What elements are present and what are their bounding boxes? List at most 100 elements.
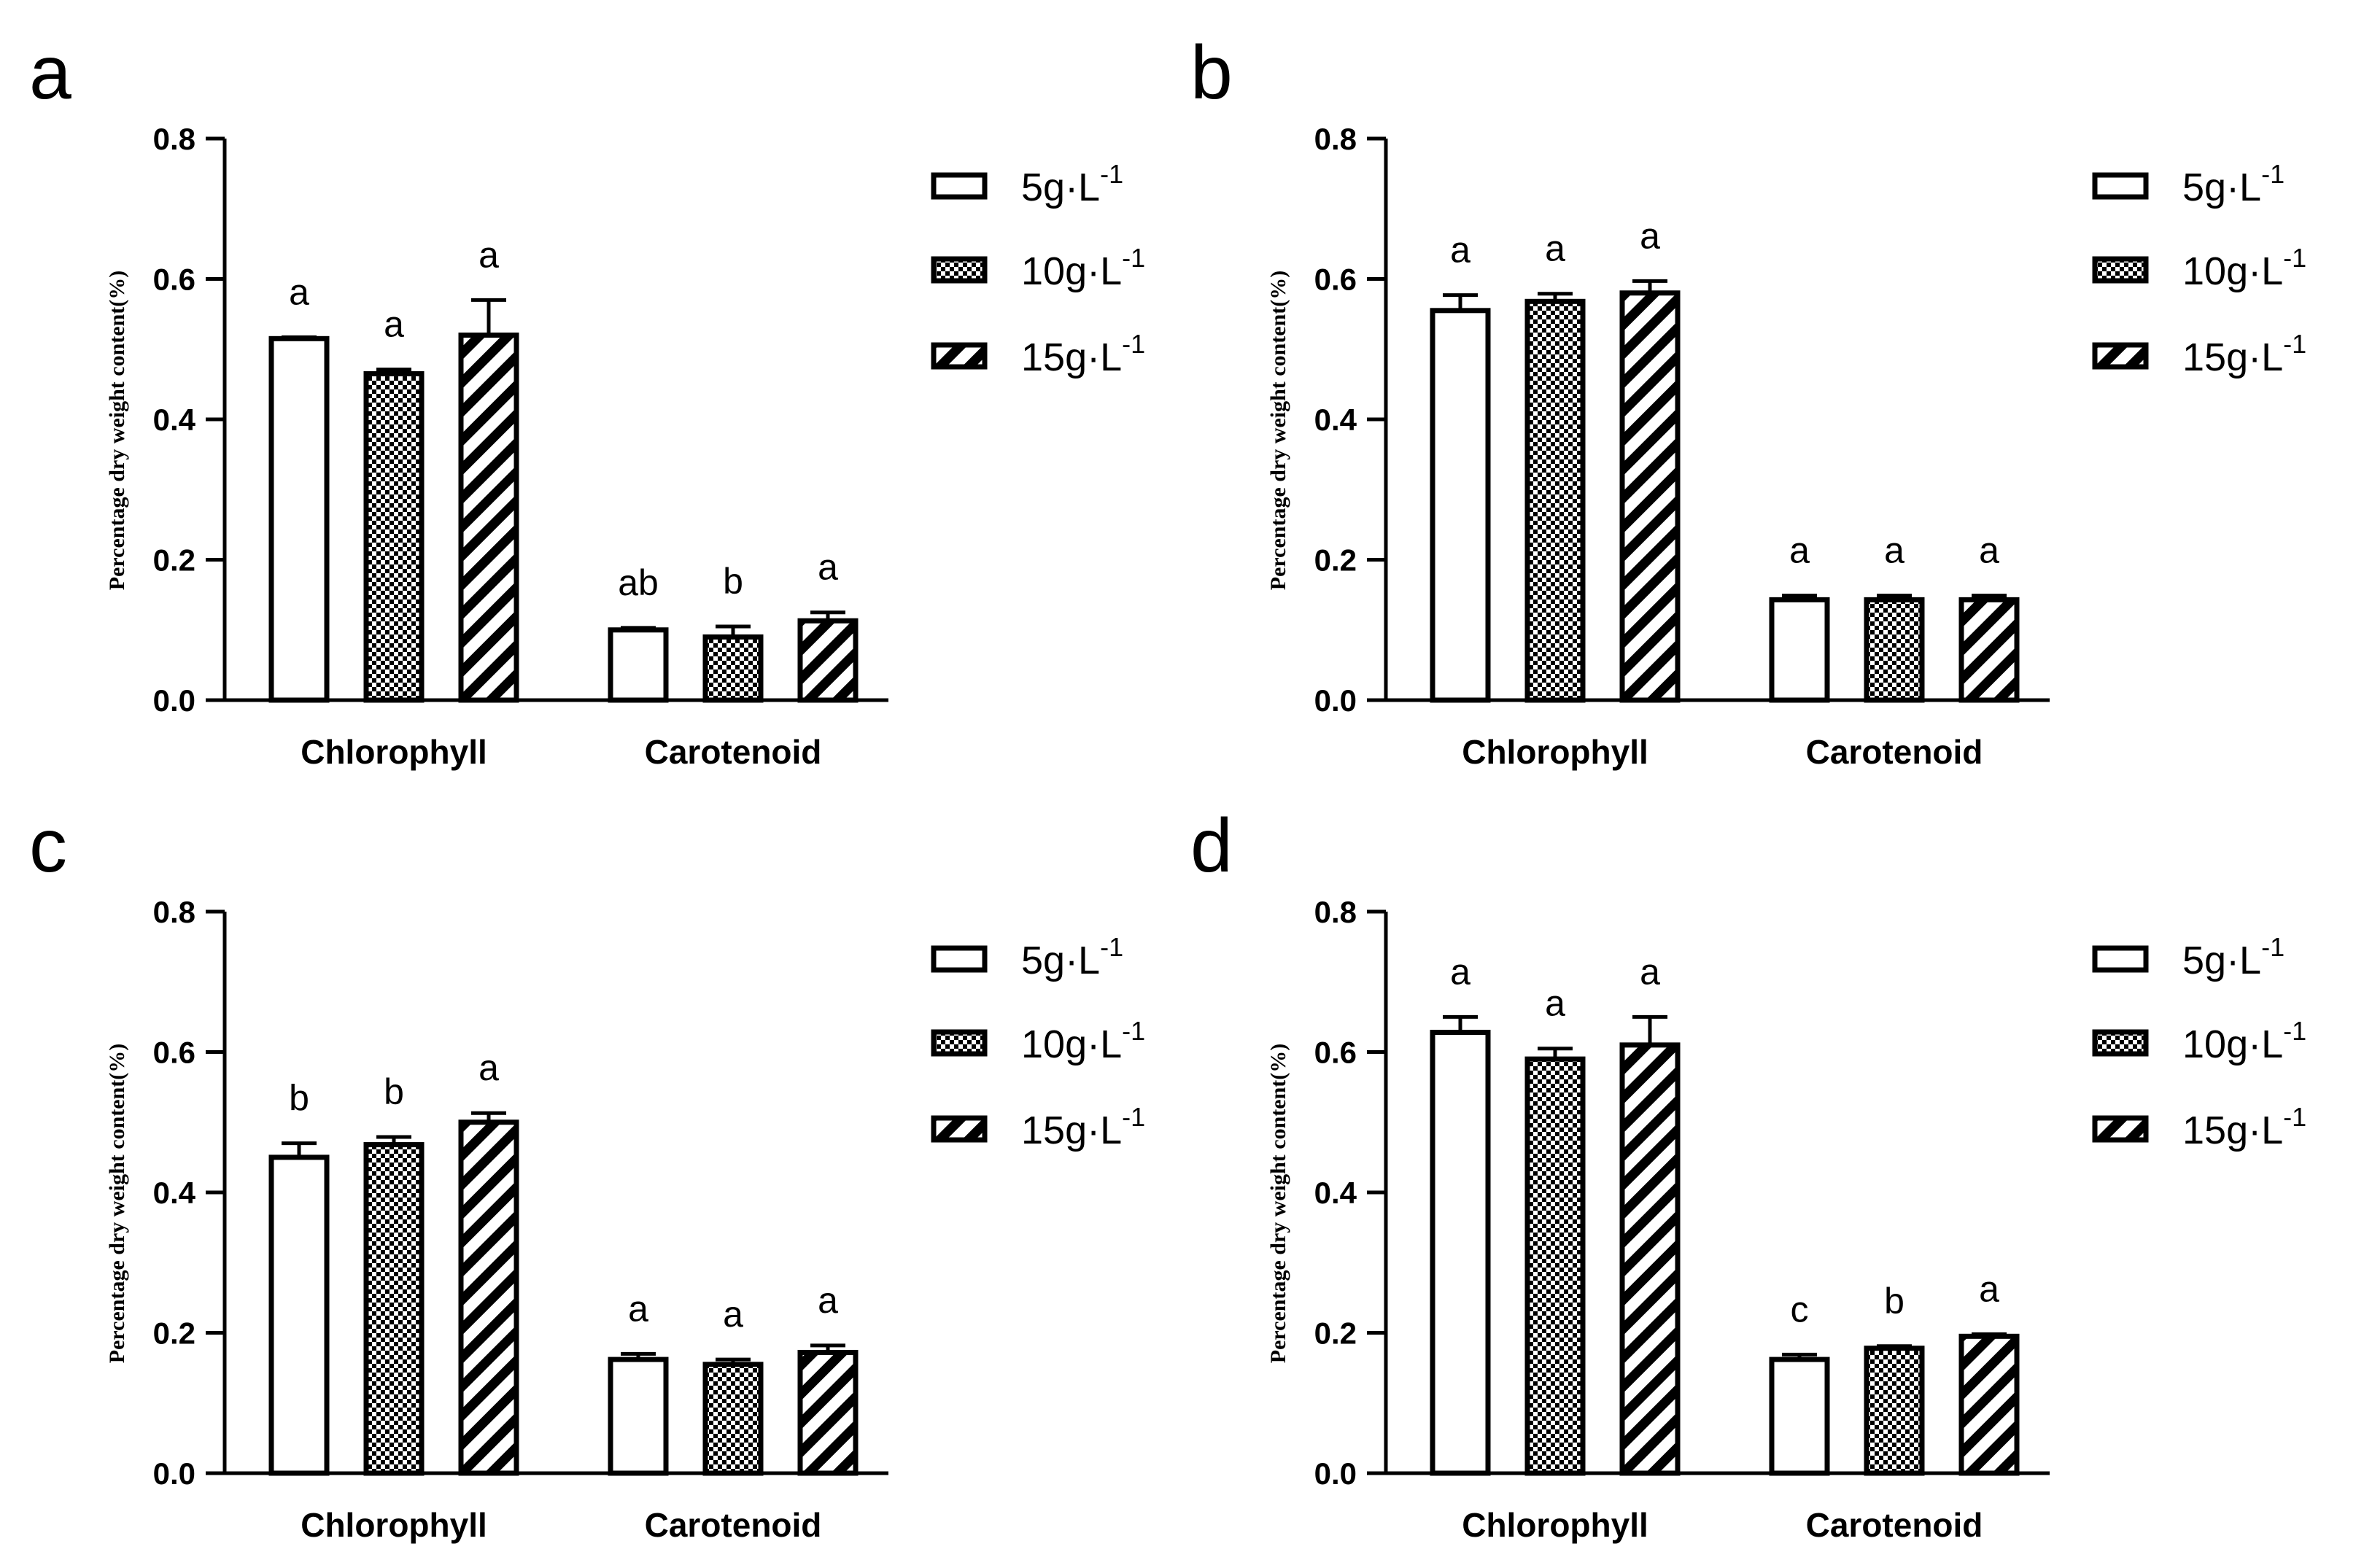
y-axis-title: Percentage dry weight content(%) xyxy=(105,1044,129,1364)
significance-letter: b xyxy=(723,561,743,602)
legend-label: 5g·L-1 xyxy=(1021,932,1123,982)
legend-label-sup: -1 xyxy=(2261,159,2285,189)
x-category-label: Chlorophyll xyxy=(301,733,487,771)
x-category-label: Carotenoid xyxy=(645,1506,822,1544)
y-tick-label: 0.4 xyxy=(1314,403,1357,437)
legend-label: 15g·L-1 xyxy=(2182,1102,2306,1152)
y-tick-label: 0.4 xyxy=(153,1176,196,1210)
legend-label: 5g·L-1 xyxy=(2182,159,2285,209)
bar xyxy=(1430,1030,1491,1476)
y-tick-label: 0.0 xyxy=(153,683,195,718)
legend-label: 15g·L-1 xyxy=(2182,329,2306,379)
significance-letter: ab xyxy=(618,562,659,603)
bar xyxy=(1958,1333,2020,1476)
y-tick-label: 0.0 xyxy=(153,1456,195,1491)
y-axis-title: Percentage dry weight content(%) xyxy=(105,271,129,591)
bar xyxy=(268,335,330,703)
legend-label-sup: -1 xyxy=(2261,932,2285,962)
bar xyxy=(608,1357,669,1476)
legend-label-sup: -1 xyxy=(2283,1016,2306,1046)
y-tick-label: 0.8 xyxy=(1314,895,1357,929)
x-category-label: Chlorophyll xyxy=(1462,1506,1648,1544)
significance-letter: a xyxy=(723,1294,743,1335)
y-tick-label: 0.8 xyxy=(153,122,195,156)
y-tick-label: 0.4 xyxy=(1314,1176,1357,1210)
significance-letter: a xyxy=(478,234,499,275)
significance-letter: a xyxy=(289,271,309,312)
significance-letter: a xyxy=(384,304,404,345)
legend-label-sup: -1 xyxy=(1100,159,1123,189)
bar xyxy=(1524,298,1586,703)
panel-letter: c xyxy=(29,804,67,888)
x-category-label: Carotenoid xyxy=(1806,1506,1983,1544)
significance-letter: a xyxy=(1979,1268,1999,1309)
y-tick-label: 0.2 xyxy=(153,1316,195,1351)
y-tick-label: 0.6 xyxy=(153,1036,195,1070)
significance-letter: a xyxy=(478,1047,499,1088)
legend-swatch xyxy=(931,172,988,200)
x-category-label: Chlorophyll xyxy=(1462,733,1648,771)
x-category-label: Chlorophyll xyxy=(301,1506,487,1544)
bar xyxy=(1619,1042,1681,1476)
x-category-label: Carotenoid xyxy=(1806,733,1983,771)
legend-swatch xyxy=(2092,1029,2149,1057)
legend-swatch xyxy=(2092,945,2149,973)
significance-letter: a xyxy=(1450,951,1470,992)
legend-label-base: 5g·L xyxy=(2182,939,2261,982)
legend-label-base: 10g·L xyxy=(2182,1022,2283,1066)
bar xyxy=(1619,290,1681,703)
y-tick-label: 0.8 xyxy=(1314,122,1357,156)
legend-label: 10g·L-1 xyxy=(2182,1016,2306,1066)
chart-panel-c: c 0.0 0.2 0.4 0.6 0.8 Percentage dry weight co… xyxy=(29,804,1145,1544)
significance-letter: a xyxy=(628,1288,648,1329)
chart-panel-a: a 0.0 0.2 0.4 0.6 0.8 Percentage dry weight co… xyxy=(29,31,1145,771)
panel-letter: d xyxy=(1190,804,1233,888)
legend-swatch xyxy=(2092,1115,2149,1143)
bar xyxy=(702,634,764,703)
y-tick-label: 0.2 xyxy=(1314,1316,1357,1351)
legend-swatch xyxy=(2092,172,2149,200)
panel-letter: a xyxy=(29,31,71,115)
significance-letter: a xyxy=(1884,530,1904,571)
bar xyxy=(608,627,669,703)
legend-label-sup: -1 xyxy=(1100,932,1123,962)
legend-label-base: 5g·L xyxy=(2182,166,2261,209)
y-tick-label: 0.6 xyxy=(153,263,195,297)
legend-label-base: 5g·L xyxy=(1021,166,1100,209)
legend-swatch xyxy=(931,342,988,370)
significance-letter: a xyxy=(818,547,838,588)
significance-letter: b xyxy=(384,1071,404,1112)
legend-label-sup: -1 xyxy=(1122,1016,1145,1046)
bar xyxy=(1769,1357,1830,1476)
legend-label-base: 15g·L xyxy=(2182,1109,2283,1152)
panel-letter: b xyxy=(1190,31,1233,115)
legend-label-sup: -1 xyxy=(2283,1102,2306,1132)
legend-label: 10g·L-1 xyxy=(2182,243,2306,293)
bar xyxy=(268,1154,330,1476)
legend-swatch xyxy=(931,1115,988,1143)
bar xyxy=(1524,1056,1586,1476)
bar xyxy=(797,618,859,703)
y-tick-label: 0.6 xyxy=(1314,1036,1357,1070)
legend-label-base: 5g·L xyxy=(1021,939,1100,982)
bar xyxy=(1864,1346,1925,1476)
legend-label: 15g·L-1 xyxy=(1021,1102,1145,1152)
legend-swatch xyxy=(931,945,988,973)
legend-label-base: 10g·L xyxy=(2182,249,2283,293)
bar xyxy=(702,1362,764,1476)
legend-label-sup: -1 xyxy=(2283,243,2306,273)
bar xyxy=(797,1349,859,1476)
significance-letter: a xyxy=(1979,530,1999,571)
significance-letter: a xyxy=(1640,215,1660,256)
x-category-label: Carotenoid xyxy=(645,733,822,771)
significance-letter: a xyxy=(1545,983,1565,1024)
legend-label-sup: -1 xyxy=(1122,1102,1145,1132)
legend-label: 10g·L-1 xyxy=(1021,243,1145,293)
bar xyxy=(1430,308,1491,703)
y-axis-title: Percentage dry weight content(%) xyxy=(1266,271,1290,591)
y-tick-label: 0.6 xyxy=(1314,263,1357,297)
y-tick-label: 0.8 xyxy=(153,895,195,929)
legend-swatch xyxy=(2092,342,2149,370)
